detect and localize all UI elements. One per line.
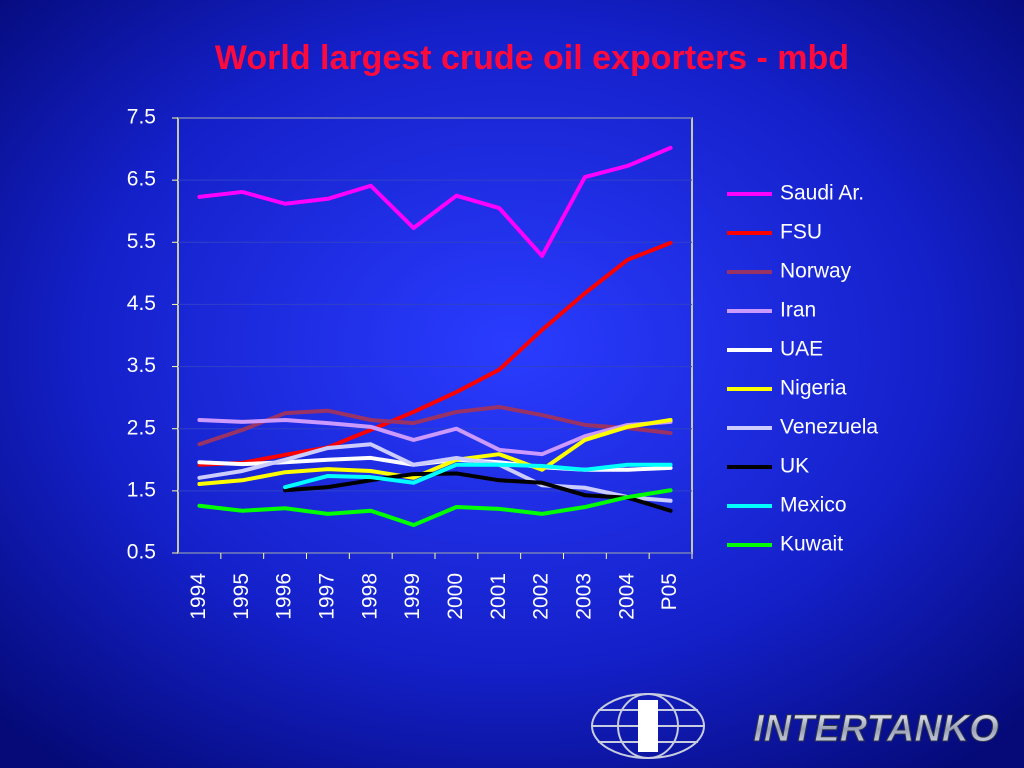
series-line	[283, 471, 673, 513]
x-tick-label: 1999	[401, 573, 424, 620]
series-line	[197, 404, 673, 447]
legend-label: Venezuela	[780, 416, 878, 439]
legend-label: UK	[780, 455, 809, 478]
x-tick-label: 2001	[487, 573, 510, 620]
x-tick-label: 1995	[230, 573, 253, 620]
logo-globe	[591, 693, 705, 759]
x-tick-label: 2002	[530, 573, 553, 620]
logo-text: INTERTANKO	[753, 708, 999, 750]
y-tick-label: 4.5	[127, 292, 156, 315]
x-tick-label: 1997	[315, 573, 338, 620]
x-tick-label: 2004	[615, 573, 638, 620]
legend-label: Iran	[780, 299, 816, 322]
x-tick-label: 1998	[358, 573, 381, 620]
series-line	[197, 418, 673, 457]
series-line	[197, 488, 673, 528]
chart-title: World largest crude oil exporters - mbd	[215, 39, 849, 77]
y-tick-label: 1.5	[127, 478, 156, 501]
series-line	[197, 145, 673, 258]
series-line	[197, 240, 673, 467]
legend-label: UAE	[780, 338, 823, 361]
legend-label: Norway	[780, 260, 852, 283]
x-tick-label: 2000	[444, 573, 467, 620]
y-tick-label: 0.5	[127, 541, 156, 564]
series-line	[197, 442, 673, 503]
y-tick-label: 6.5	[127, 168, 156, 191]
legend-label: FSU	[780, 221, 822, 244]
legend-label: Saudi Ar.	[780, 182, 864, 205]
x-tick-label: 1994	[187, 573, 210, 620]
series-line	[283, 462, 673, 490]
y-tick-label: 2.5	[127, 416, 156, 439]
y-tick-label: 7.5	[127, 106, 156, 129]
legend-label: Nigeria	[780, 377, 847, 400]
legend-label: Kuwait	[780, 533, 843, 556]
x-tick-label: 2003	[572, 573, 595, 620]
x-tick-label: 1996	[273, 573, 296, 620]
y-tick-label: 5.5	[127, 230, 156, 253]
series-line	[197, 418, 673, 487]
y-tick-label: 3.5	[127, 354, 156, 377]
legend-label: Mexico	[780, 494, 847, 517]
x-tick-label: P05	[658, 573, 681, 610]
